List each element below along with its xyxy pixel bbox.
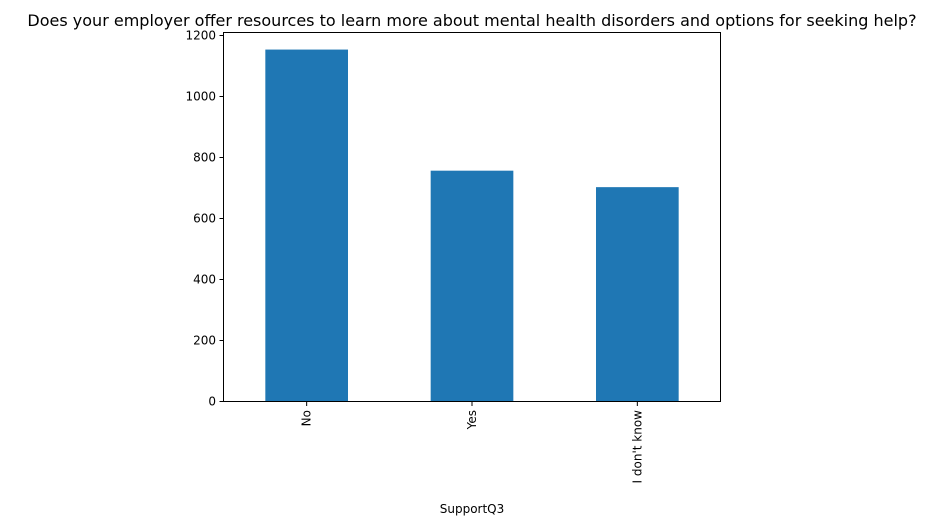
y-tick-label-600: 600 [193, 212, 216, 226]
y-tick-label-800: 800 [193, 151, 216, 165]
bar-i-don-t-know [596, 187, 679, 401]
x-axis-label: SupportQ3 [440, 502, 505, 516]
y-tick-label-1200: 1200 [185, 29, 216, 43]
x-axis: No Yes I don't know [300, 401, 644, 484]
chart-title: Does your employer offer resources to le… [27, 11, 916, 30]
bars-group [265, 49, 679, 401]
bar-yes [430, 170, 514, 401]
x-tick-label-yes: Yes [465, 410, 479, 430]
y-tick-label-0: 0 [208, 395, 216, 409]
x-tick-label-no: No [300, 410, 314, 426]
x-tick-label-i-don-t-know: I don't know [630, 410, 644, 484]
y-tick-label-400: 400 [193, 273, 216, 287]
y-axis: 0 200 400 600 800 1000 1200 [185, 29, 224, 409]
y-tick-label-200: 200 [193, 334, 216, 348]
bar-no [265, 49, 348, 401]
y-tick-label-1000: 1000 [185, 90, 216, 104]
